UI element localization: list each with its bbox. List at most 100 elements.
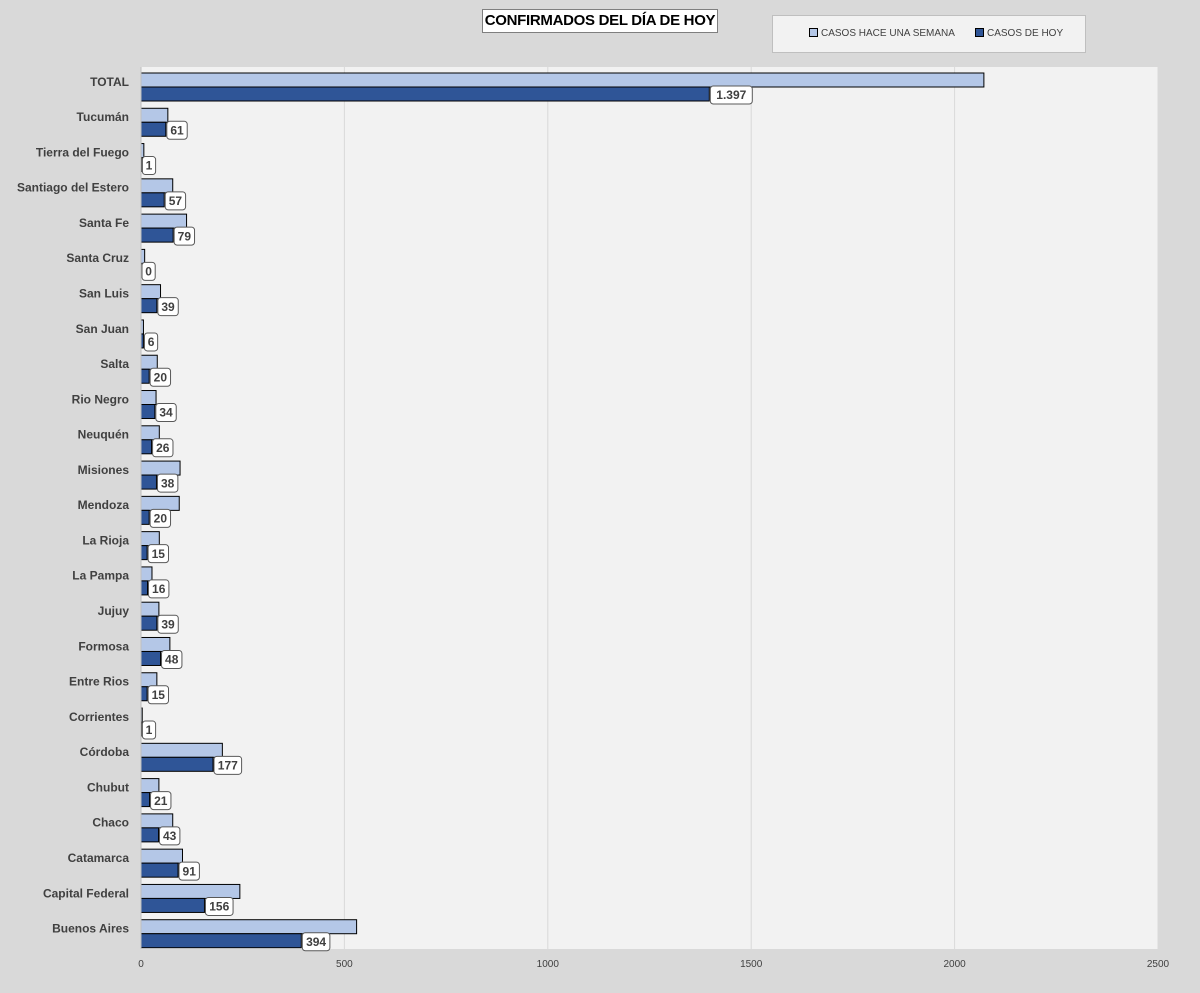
category-label: Salta: [100, 357, 129, 371]
category-label: Tierra del Fuego: [36, 145, 129, 159]
bar-last-week: [140, 460, 181, 476]
legend-label-today: CASOS DE HOY: [987, 28, 1064, 39]
category-label: Chaco: [92, 816, 129, 830]
data-label: 39: [161, 617, 175, 631]
bar-last-week: [140, 107, 169, 123]
data-label-box: [141, 156, 157, 176]
bar-today: [140, 615, 158, 631]
data-label-box: [213, 755, 243, 775]
data-label-box: [155, 403, 177, 423]
data-label: 394: [306, 935, 326, 949]
bar-today: [140, 580, 149, 596]
category-label: Neuquén: [78, 428, 129, 442]
category-label: Tucumán: [77, 110, 129, 124]
data-label: 6: [148, 335, 155, 349]
bar-today: [140, 545, 148, 561]
legend-swatch-today: [975, 28, 984, 37]
bar-today: [140, 756, 214, 772]
category-label: TOTAL: [90, 75, 129, 89]
bar-last-week: [140, 248, 146, 264]
bar-today: [140, 121, 167, 137]
category-label: Chubut: [87, 780, 129, 794]
category-label: Santa Fe: [79, 216, 129, 230]
x-tick-label: 1000: [537, 959, 560, 970]
bar-last-week: [140, 354, 158, 370]
data-label-box: [150, 791, 172, 811]
data-label: 1: [146, 723, 153, 737]
data-label-box: [141, 261, 156, 281]
data-label: 61: [170, 123, 184, 137]
data-label: 1.397: [716, 88, 746, 102]
bar-last-week: [140, 531, 160, 547]
bar-last-week: [140, 636, 171, 652]
data-label-box: [148, 579, 170, 599]
bar-last-week: [140, 495, 180, 511]
data-label-box: [158, 826, 181, 846]
bar-today: [140, 227, 174, 243]
bar-today: [140, 897, 205, 913]
data-label: 26: [156, 441, 170, 455]
data-label: 0: [145, 265, 152, 279]
data-label: 38: [161, 476, 175, 490]
data-label-box: [149, 367, 172, 387]
category-label: La Pampa: [72, 569, 129, 583]
bar-today: [140, 650, 162, 666]
legend: CASOS HACE UNA SEMANA CASOS DE HOY: [772, 15, 1086, 53]
bar-today: [140, 686, 148, 702]
bar-last-week: [140, 178, 174, 194]
data-label: 91: [183, 864, 197, 878]
bar-today: [140, 298, 158, 314]
data-label-box: [152, 438, 174, 458]
data-label-box: [204, 896, 234, 916]
data-label-box: [156, 473, 179, 493]
category-label: Entre Rios: [69, 675, 129, 689]
bar-today: [140, 862, 179, 878]
category-label: Jujuy: [98, 604, 130, 618]
category-label: Córdoba: [80, 745, 130, 759]
data-label-box: [157, 614, 179, 634]
category-label: Formosa: [78, 639, 129, 653]
data-label: 15: [152, 547, 166, 561]
bar-today: [140, 474, 157, 490]
data-label: 34: [159, 406, 173, 420]
data-label-box: [147, 544, 170, 564]
data-label-box: [143, 332, 159, 352]
bar-last-week: [140, 425, 160, 441]
data-label: 39: [161, 300, 175, 314]
bar-today: [140, 933, 302, 949]
category-label: San Juan: [76, 322, 129, 336]
category-label: Santiago del Estero: [17, 181, 129, 195]
x-tick-label: 1500: [740, 959, 763, 970]
bar-last-week: [140, 72, 985, 88]
data-label-box: [147, 685, 170, 705]
category-label: Capital Federal: [43, 886, 129, 900]
legend-item-last-week: CASOS HACE UNA SEMANA: [809, 28, 955, 40]
plot-area: [141, 67, 1158, 949]
bar-last-week: [140, 919, 358, 935]
data-label: 57: [169, 194, 183, 208]
data-label: 43: [163, 829, 177, 843]
bar-today: [140, 368, 150, 384]
data-label-box: [166, 120, 188, 140]
category-label: Santa Cruz: [66, 251, 129, 265]
data-label: 20: [154, 370, 168, 384]
data-label: 156: [209, 900, 229, 914]
category-label: La Rioja: [82, 533, 129, 547]
category-label: Mendoza: [78, 498, 130, 512]
bar-last-week: [140, 390, 157, 406]
data-label-box: [301, 932, 331, 952]
data-label-box: [709, 85, 753, 105]
data-label-box: [157, 297, 179, 317]
bar-last-week: [140, 813, 174, 829]
bar-today: [140, 192, 165, 208]
x-tick-label: 500: [336, 959, 353, 970]
data-label-box: [161, 649, 183, 669]
category-label: San Luis: [79, 286, 129, 300]
bar-last-week: [140, 742, 223, 758]
data-label-box: [164, 191, 187, 211]
data-label-box: [141, 720, 157, 740]
data-label: 21: [154, 794, 168, 808]
bar-today: [140, 86, 710, 102]
bar-today: [140, 439, 153, 455]
